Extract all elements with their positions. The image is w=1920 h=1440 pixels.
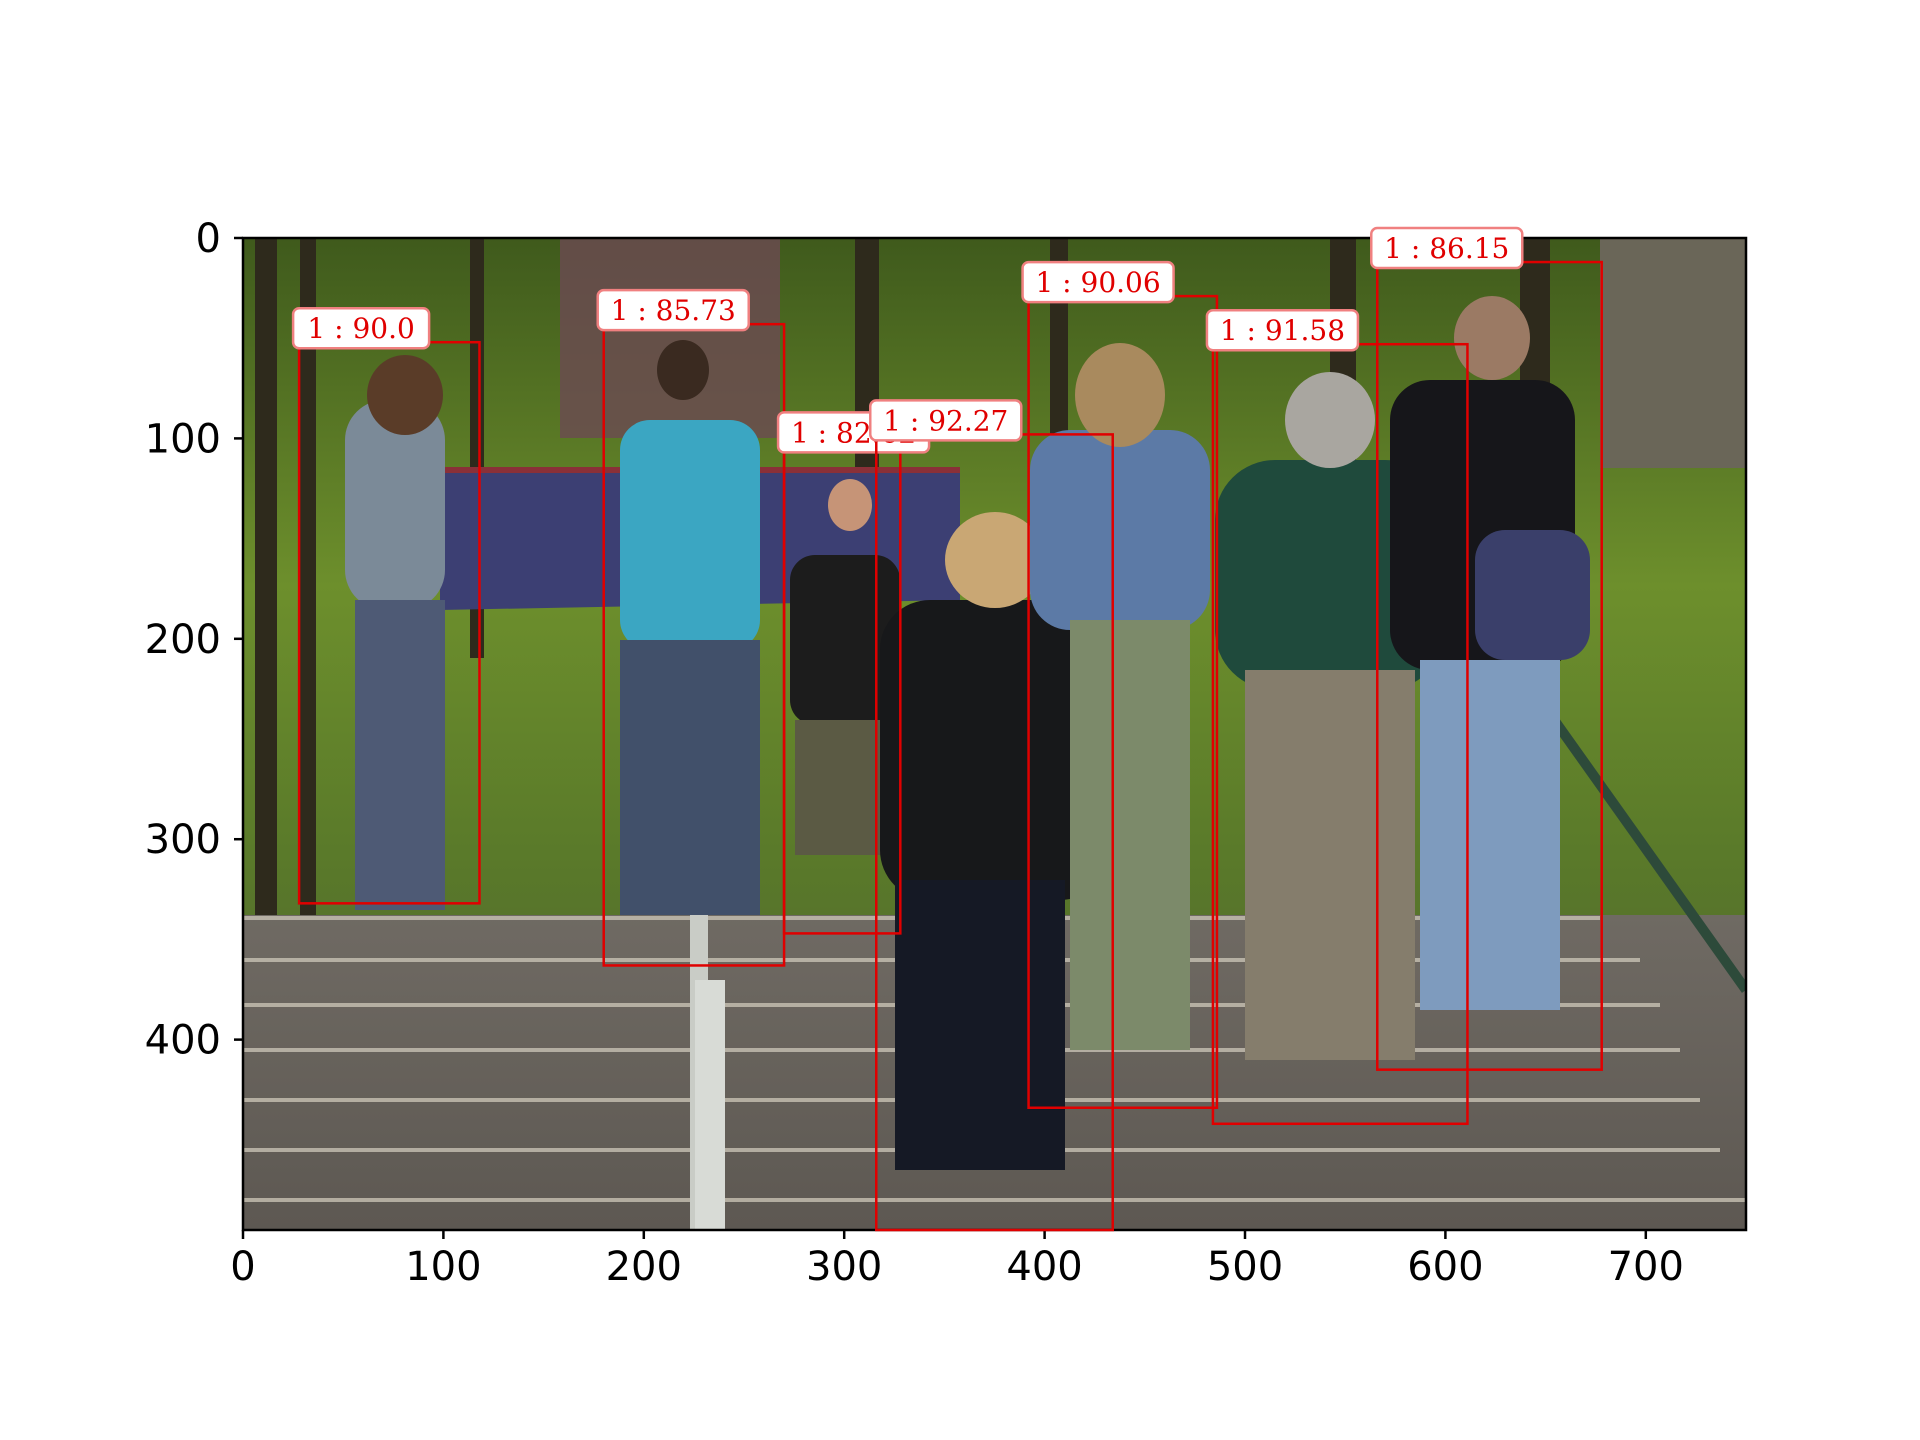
- x-tick-label: 700: [1608, 1244, 1684, 1290]
- handrail-right: [1535, 697, 1746, 993]
- photo: [243, 238, 1746, 1230]
- x-tick-label: 300: [806, 1244, 882, 1290]
- detection: 1 : 91.58: [1205, 308, 1469, 1126]
- x-axis: 0 100 200 300 400 500 600 700: [230, 1230, 1684, 1290]
- detection: 1 : 90.06: [1021, 260, 1219, 1110]
- x-tick-label: 0: [230, 1244, 255, 1290]
- detection-label-box: [291, 306, 431, 350]
- x-tick-label: 200: [606, 1244, 682, 1290]
- detection-label-box: [1021, 260, 1175, 304]
- detection-label: 1 : 86.15: [1384, 232, 1509, 265]
- building-background: [560, 238, 780, 438]
- detection-label-box: [1205, 308, 1360, 352]
- y-tick-label: 200: [145, 617, 221, 663]
- detections: 1 : 90.01 : 85.731 : 82.621 : 92.271 : 9…: [291, 226, 1603, 1232]
- detection-label-box: [869, 399, 1023, 442]
- y-tick-label: 400: [145, 1018, 221, 1064]
- building-right: [1600, 238, 1746, 468]
- y-axis: 0 100 200 300 400: [145, 216, 243, 1064]
- detection-label-box: [596, 288, 750, 332]
- detection-label: 1 : 92.27: [883, 404, 1008, 437]
- y-tick-label: 300: [145, 817, 221, 863]
- detection-label: 1 : 91.58: [1220, 314, 1345, 347]
- x-tick-label: 400: [1006, 1244, 1082, 1290]
- x-tick-label: 100: [405, 1244, 481, 1290]
- detection-label: 1 : 85.73: [611, 294, 736, 327]
- detection: 1 : 86.15: [1370, 226, 1603, 1071]
- x-tick-label: 500: [1207, 1244, 1283, 1290]
- detection: 1 : 92.27: [869, 399, 1114, 1232]
- detection: 1 : 85.73: [596, 288, 786, 967]
- x-tick-label: 600: [1407, 1244, 1483, 1290]
- detection: 1 : 90.0: [291, 306, 481, 905]
- detection-label: 1 : 90.0: [307, 312, 414, 345]
- y-tick-label: 0: [196, 216, 221, 262]
- y-tick-label: 100: [145, 416, 221, 462]
- detection-label-box: [1370, 226, 1524, 270]
- detection-label: 1 : 90.06: [1035, 266, 1160, 299]
- people-silhouettes: [345, 296, 1590, 1170]
